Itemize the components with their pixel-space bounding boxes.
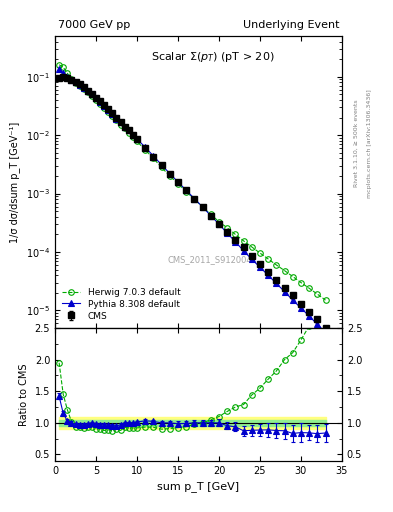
- Herwig 7.0.3 default: [192, 196, 197, 202]
- Herwig 7.0.3 default: [184, 188, 189, 195]
- X-axis label: sum p_T [GeV]: sum p_T [GeV]: [158, 481, 239, 492]
- Pythia 8.308 default: [94, 95, 98, 101]
- Pythia 8.308 default: [151, 153, 156, 159]
- Herwig 7.0.3 default: [315, 291, 320, 297]
- Pythia 8.308 default: [323, 329, 328, 335]
- Herwig 7.0.3 default: [98, 101, 103, 107]
- Herwig 7.0.3 default: [127, 130, 131, 136]
- Line: Herwig 7.0.3 default: Herwig 7.0.3 default: [56, 62, 328, 303]
- Pythia 8.308 default: [127, 127, 131, 134]
- Pythia 8.308 default: [225, 230, 230, 236]
- Text: 7000 GeV pp: 7000 GeV pp: [58, 20, 130, 30]
- Pythia 8.308 default: [73, 79, 78, 86]
- Herwig 7.0.3 default: [200, 204, 205, 210]
- Pythia 8.308 default: [176, 179, 180, 185]
- Herwig 7.0.3 default: [233, 231, 238, 238]
- Herwig 7.0.3 default: [176, 181, 180, 187]
- Pythia 8.308 default: [159, 162, 164, 168]
- Pythia 8.308 default: [274, 280, 279, 286]
- Herwig 7.0.3 default: [102, 105, 107, 111]
- Pythia 8.308 default: [250, 256, 254, 262]
- Herwig 7.0.3 default: [250, 244, 254, 250]
- Herwig 7.0.3 default: [73, 80, 78, 87]
- Herwig 7.0.3 default: [85, 89, 90, 95]
- Pythia 8.308 default: [282, 288, 287, 294]
- Pythia 8.308 default: [307, 313, 312, 319]
- Herwig 7.0.3 default: [323, 297, 328, 303]
- Herwig 7.0.3 default: [130, 134, 135, 140]
- Pythia 8.308 default: [81, 85, 86, 91]
- Herwig 7.0.3 default: [122, 125, 127, 132]
- Line: Pythia 8.308 default: Pythia 8.308 default: [56, 66, 328, 335]
- Y-axis label: Ratio to CMS: Ratio to CMS: [19, 363, 29, 425]
- Pythia 8.308 default: [200, 204, 205, 210]
- Herwig 7.0.3 default: [143, 147, 147, 153]
- Herwig 7.0.3 default: [307, 285, 312, 291]
- Herwig 7.0.3 default: [90, 93, 94, 99]
- Pythia 8.308 default: [290, 297, 295, 303]
- Pythia 8.308 default: [184, 187, 189, 194]
- Text: Rivet 3.1.10, ≥ 500k events: Rivet 3.1.10, ≥ 500k events: [354, 99, 359, 187]
- Pythia 8.308 default: [61, 70, 66, 76]
- Herwig 7.0.3 default: [57, 61, 61, 68]
- Herwig 7.0.3 default: [106, 109, 111, 115]
- Pythia 8.308 default: [241, 248, 246, 254]
- Herwig 7.0.3 default: [225, 225, 230, 231]
- Pythia 8.308 default: [130, 132, 135, 138]
- Pythia 8.308 default: [90, 91, 94, 97]
- Herwig 7.0.3 default: [77, 83, 82, 89]
- Herwig 7.0.3 default: [110, 113, 115, 119]
- Pythia 8.308 default: [233, 239, 238, 245]
- Herwig 7.0.3 default: [167, 173, 172, 179]
- Y-axis label: 1/σ dσ/dsum p_T [GeV⁻¹]: 1/σ dσ/dsum p_T [GeV⁻¹]: [9, 121, 20, 243]
- Pythia 8.308 default: [167, 170, 172, 177]
- Herwig 7.0.3 default: [94, 97, 98, 103]
- Pythia 8.308 default: [77, 82, 82, 88]
- Pythia 8.308 default: [299, 305, 303, 311]
- Legend: Herwig 7.0.3 default, Pythia 8.308 default, CMS: Herwig 7.0.3 default, Pythia 8.308 defau…: [59, 285, 183, 324]
- Pythia 8.308 default: [65, 74, 70, 80]
- Herwig 7.0.3 default: [65, 70, 70, 76]
- Pythia 8.308 default: [257, 264, 262, 270]
- Text: Underlying Event: Underlying Event: [242, 20, 339, 30]
- Herwig 7.0.3 default: [290, 273, 295, 280]
- Herwig 7.0.3 default: [257, 250, 262, 256]
- Text: Scalar $\Sigma(p_T)$ (pT > 20): Scalar $\Sigma(p_T)$ (pT > 20): [151, 51, 275, 65]
- Pythia 8.308 default: [217, 221, 221, 227]
- Herwig 7.0.3 default: [151, 155, 156, 161]
- Text: CMS_2011_S9120041: CMS_2011_S9120041: [168, 255, 258, 264]
- Pythia 8.308 default: [57, 66, 61, 72]
- Pythia 8.308 default: [266, 272, 270, 279]
- Herwig 7.0.3 default: [61, 64, 66, 70]
- Herwig 7.0.3 default: [114, 117, 119, 123]
- Pythia 8.308 default: [106, 107, 111, 113]
- Herwig 7.0.3 default: [282, 268, 287, 274]
- Herwig 7.0.3 default: [208, 211, 213, 218]
- Herwig 7.0.3 default: [299, 280, 303, 286]
- Pythia 8.308 default: [315, 321, 320, 327]
- Text: mcplots.cern.ch [arXiv:1306.3436]: mcplots.cern.ch [arXiv:1306.3436]: [367, 89, 373, 198]
- Herwig 7.0.3 default: [135, 138, 140, 144]
- Pythia 8.308 default: [98, 99, 103, 105]
- Pythia 8.308 default: [122, 123, 127, 130]
- Herwig 7.0.3 default: [241, 238, 246, 244]
- Pythia 8.308 default: [118, 119, 123, 125]
- Pythia 8.308 default: [192, 196, 197, 202]
- Herwig 7.0.3 default: [81, 86, 86, 92]
- Pythia 8.308 default: [208, 212, 213, 219]
- Herwig 7.0.3 default: [118, 122, 123, 128]
- Pythia 8.308 default: [69, 77, 74, 83]
- Herwig 7.0.3 default: [266, 256, 270, 262]
- Herwig 7.0.3 default: [69, 76, 74, 82]
- Pythia 8.308 default: [135, 136, 140, 142]
- Pythia 8.308 default: [102, 102, 107, 109]
- Pythia 8.308 default: [110, 111, 115, 117]
- Herwig 7.0.3 default: [159, 164, 164, 170]
- Herwig 7.0.3 default: [274, 262, 279, 268]
- Pythia 8.308 default: [85, 88, 90, 94]
- Herwig 7.0.3 default: [217, 219, 221, 225]
- Pythia 8.308 default: [143, 144, 147, 151]
- Pythia 8.308 default: [114, 116, 119, 122]
